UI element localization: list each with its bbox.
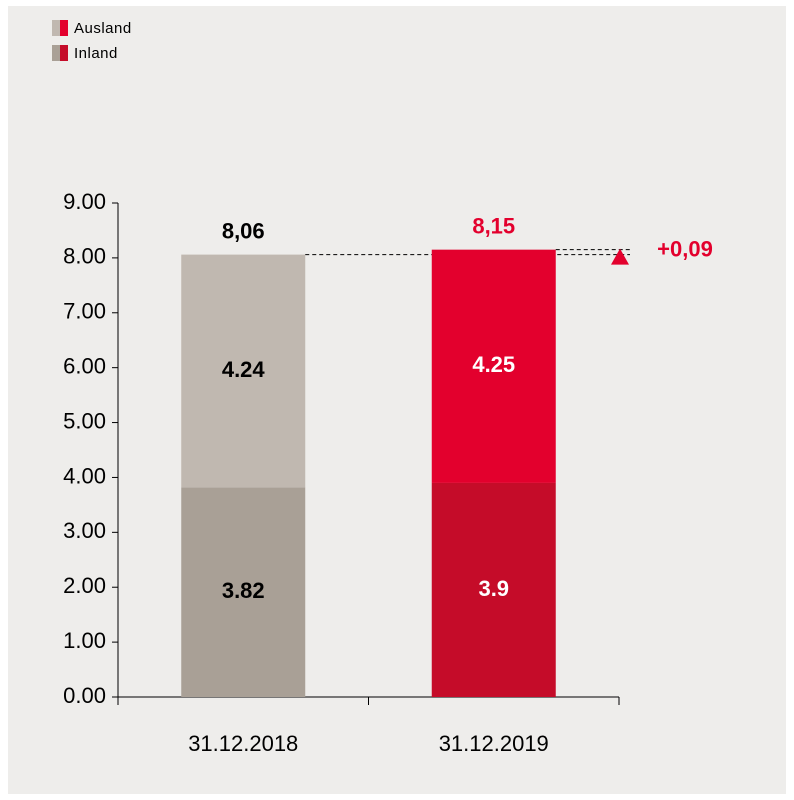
legend-swatch <box>52 45 60 61</box>
legend-label: Ausland <box>74 20 132 37</box>
y-tick-label: 3.00 <box>63 518 106 543</box>
y-tick-label: 6.00 <box>63 353 106 378</box>
y-tick-label: 1.00 <box>63 628 106 653</box>
data-label: 3.9 <box>478 576 509 601</box>
legend-label: Inland <box>74 45 118 62</box>
y-tick-label: 9.00 <box>63 189 106 214</box>
y-tick-label: 2.00 <box>63 573 106 598</box>
legend-swatch <box>52 20 60 36</box>
x-tick-label: 31.12.2018 <box>188 731 298 756</box>
y-tick-label: 5.00 <box>63 408 106 433</box>
bar-segment <box>431 482 556 697</box>
total-label: 8,15 <box>472 213 515 238</box>
total-label: 8,06 <box>222 218 265 243</box>
change-marker <box>611 248 629 265</box>
y-tick-label: 7.00 <box>63 299 106 324</box>
background <box>8 6 786 794</box>
y-tick-label: 8.00 <box>63 244 106 269</box>
y-tick-label: 0.00 <box>63 683 106 708</box>
data-label: 3.82 <box>222 578 265 603</box>
change-label: +0,09 <box>657 236 713 261</box>
bar-segment <box>181 487 306 697</box>
data-label: 4.24 <box>222 357 266 382</box>
x-tick-label: 31.12.2019 <box>439 731 549 756</box>
y-tick-label: 4.00 <box>63 463 106 488</box>
legend-swatch <box>60 45 68 61</box>
legend-swatch <box>60 20 68 36</box>
data-label: 4.25 <box>472 352 515 377</box>
bar-segment <box>431 249 556 483</box>
bar-segment <box>181 254 306 488</box>
